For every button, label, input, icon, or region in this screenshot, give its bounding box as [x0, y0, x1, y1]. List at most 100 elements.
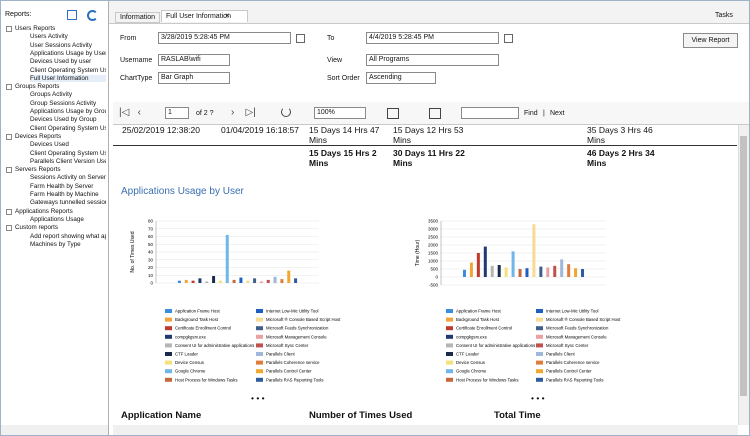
tree-item[interactable]: Gateways tunnelled session	[30, 199, 106, 207]
label: From	[120, 35, 137, 42]
legend-swatch	[165, 343, 172, 348]
legend-label: compgkgsrv.exe	[456, 334, 488, 339]
tree-item[interactable]: User Sessions Activity	[30, 41, 92, 49]
nav-buttons[interactable]: |◁ ‹	[119, 107, 141, 118]
cell: 35 Days 3 Hrs 46 Mins	[587, 125, 653, 145]
tree-group[interactable]: Custom reports	[15, 224, 59, 232]
legend-swatch	[446, 352, 453, 356]
legend-label: Host Process for Windows Tasks	[175, 377, 237, 382]
tree-item[interactable]: Farm Health by Machine	[30, 191, 99, 198]
tree-item[interactable]: Devices Used by Group	[30, 116, 97, 124]
legend-label: Background Task Host	[456, 317, 500, 322]
tree-item[interactable]: Add report showing what ap	[30, 232, 106, 240]
tree-toggle[interactable]	[6, 133, 12, 140]
tree-item[interactable]: Devices Used by user	[30, 58, 92, 66]
bar	[469, 262, 473, 277]
tree-item[interactable]: Client Operating System Use	[30, 66, 106, 74]
tree-toggle[interactable]	[6, 84, 12, 91]
select[interactable]: RASLAB\wifi	[158, 54, 230, 66]
bar	[497, 265, 501, 277]
tree-toggle[interactable]	[6, 167, 12, 174]
calendar-icon[interactable]	[296, 34, 305, 43]
y-tick-label: 60	[148, 234, 154, 239]
tree-item[interactable]: Devices Used	[30, 141, 69, 149]
column-header: Number of Times Used	[309, 410, 413, 421]
bar	[511, 251, 515, 277]
legend-label: Parallels Coherence service	[546, 360, 600, 365]
select[interactable]: Ascending	[366, 72, 436, 84]
refresh-icon[interactable]	[87, 10, 98, 21]
scroll-thumb[interactable]	[740, 136, 747, 396]
legend-label: Background Task Host	[175, 317, 219, 322]
tree-item[interactable]: Parallels Client Version Used	[30, 157, 106, 165]
find-link[interactable]: Find	[524, 110, 538, 117]
tree-toggle[interactable]	[6, 26, 12, 32]
find-input[interactable]	[461, 107, 519, 119]
label: ChartType	[120, 75, 153, 82]
report-area: 25/02/2019 12:38:20 01/04/2019 16:18:57 …	[113, 125, 737, 425]
tree-group[interactable]: Users Reports	[15, 25, 56, 32]
tree-toggle[interactable]	[6, 208, 12, 215]
bar	[198, 278, 202, 283]
bar	[518, 269, 522, 277]
tree-group[interactable]: Groups Reports	[15, 83, 60, 91]
y-tick-label: 1500	[428, 251, 439, 256]
legend-swatch	[256, 309, 263, 313]
legend-swatch	[536, 309, 543, 313]
legend-swatch	[256, 352, 263, 356]
legend-swatch	[446, 360, 453, 365]
tree-group[interactable]: Devices Reports	[15, 132, 62, 140]
select[interactable]: Bar Graph	[158, 72, 230, 84]
tree-item[interactable]: Machines by Type	[30, 240, 81, 248]
page-input[interactable]: 1	[165, 107, 189, 119]
y-axis-label: No. of Times Used	[130, 231, 136, 272]
tree-item[interactable]: Group Sessions Activity	[30, 99, 97, 107]
tasks-menu[interactable]: Tasks	[715, 12, 733, 19]
bar	[253, 278, 257, 283]
sidebar-icons[interactable]	[67, 10, 77, 20]
refresh-button[interactable]	[281, 107, 291, 117]
select[interactable]: All Programs	[366, 54, 499, 66]
print-button[interactable]	[429, 108, 441, 119]
date-input[interactable]: 3/28/2019 5:28:45 PM	[158, 32, 291, 44]
y-tick-label: 3500	[428, 219, 439, 224]
bar	[177, 280, 181, 283]
zoom-select[interactable]: 100%	[314, 107, 366, 119]
tab-close[interactable]: ×	[225, 11, 230, 20]
legend-label: Google Chrome	[175, 369, 206, 374]
tree-group[interactable]: Servers Reports	[15, 166, 61, 174]
calendar-icon[interactable]	[504, 34, 513, 43]
legend-label: Microsoft Management Console	[546, 334, 607, 339]
h-scrollbar[interactable]	[113, 425, 738, 435]
tree-item[interactable]: Farm Health by Server	[30, 182, 94, 190]
tree-item[interactable]: Client Operating System Use	[30, 124, 106, 132]
tab-active[interactable]: Full User Information	[161, 10, 248, 22]
nav-buttons[interactable]: › ▷|	[231, 107, 256, 118]
tree-toggle[interactable]	[6, 225, 12, 232]
date-input[interactable]: 4/4/2019 5:28:45 PM	[366, 32, 499, 44]
tree-item[interactable]: Applications Usage by Group	[30, 108, 106, 115]
legend-label: Internet Low-Mic Utility Tool	[546, 309, 599, 314]
view-report-button[interactable]: View Report	[683, 33, 738, 48]
save-button[interactable]	[387, 108, 399, 119]
legend-swatch	[446, 326, 453, 331]
next-link[interactable]: Next	[550, 110, 565, 117]
tree-item[interactable]: Users Activity	[30, 33, 68, 41]
tree-group[interactable]: Applications Reports	[15, 207, 73, 215]
total: 30 Days 11 Hrs 22 Mins	[393, 148, 465, 168]
label: To	[327, 35, 335, 42]
tree-item[interactable]: Groups Activity	[30, 91, 72, 99]
tree-item[interactable]: Client Operating System Use	[30, 149, 106, 157]
legend-swatch	[256, 377, 263, 382]
tree-item[interactable]: Full User Information	[30, 74, 106, 82]
legend-label: CTF Loader	[456, 352, 479, 357]
sidebar-h-scrollbar[interactable]	[1, 425, 108, 435]
tree-item[interactable]: Applications Usage by User	[30, 49, 106, 57]
tab[interactable]: Information	[115, 12, 161, 23]
tree-item[interactable]: Applications Usage	[30, 215, 84, 223]
tree-item[interactable]: Sessions Activity on Server	[30, 174, 106, 182]
legend-swatch	[446, 334, 453, 339]
legend-swatch	[446, 317, 453, 322]
legend-swatch	[536, 360, 543, 365]
